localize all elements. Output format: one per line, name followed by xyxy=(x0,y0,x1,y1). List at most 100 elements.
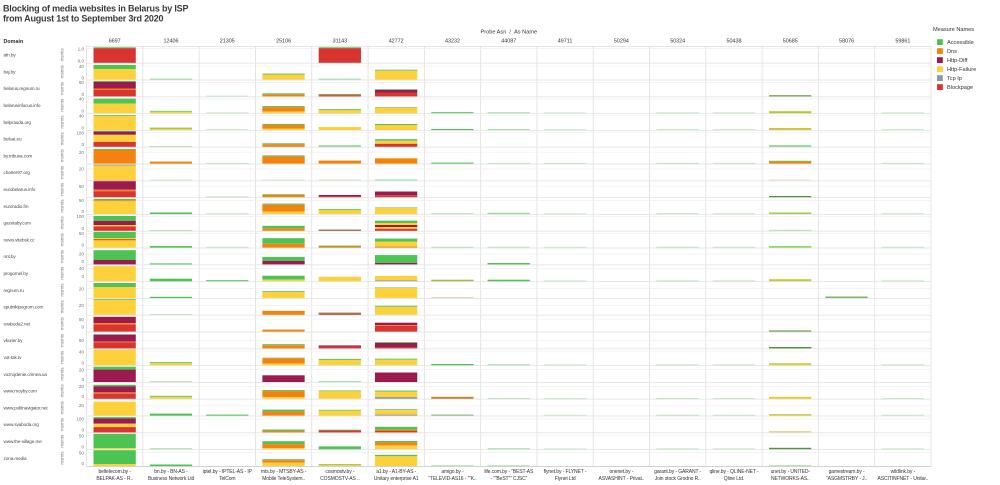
svg-text:BELPAK-AS - R..: BELPAK-AS - R.. xyxy=(96,476,133,482)
svg-text:gamestream.by -: gamestream.by - xyxy=(829,469,865,475)
svg-text:afn.by: afn.by xyxy=(4,53,17,58)
svg-text:50324: 50324 xyxy=(670,39,685,45)
svg-text:- ””BeST”” CJSC”: - ””BeST”” CJSC” xyxy=(490,476,527,482)
svg-text:50: 50 xyxy=(79,198,85,203)
svg-text:www.the-village.me: www.the-village.me xyxy=(4,439,43,444)
svg-text:0: 0 xyxy=(81,92,84,97)
svg-text:bn.by - BN-AS -: bn.by - BN-AS - xyxy=(154,469,188,475)
svg-text:by.tribuna.com: by.tribuna.com xyxy=(4,153,33,158)
svg-text:44087: 44087 xyxy=(501,39,516,45)
svg-text:50: 50 xyxy=(79,338,85,343)
svg-text:msmts: msmts xyxy=(60,367,65,381)
svg-text:100: 100 xyxy=(76,130,84,135)
svg-text:msmts: msmts xyxy=(60,182,65,196)
svg-text:vkurier.by: vkurier.by xyxy=(4,338,24,343)
svg-text:Measure Names: Measure Names xyxy=(933,27,974,33)
svg-text:0: 0 xyxy=(81,76,84,81)
svg-text:Business Network Ltd: Business Network Ltd xyxy=(148,476,195,482)
svg-text:iptel.by - IPTEL-AS - IP: iptel.by - IPTEL-AS - IP xyxy=(203,469,253,475)
svg-text:0: 0 xyxy=(81,428,84,433)
svg-text:ASVASHINT - Privat..: ASVASHINT - Privat.. xyxy=(598,476,644,482)
svg-text:0: 0 xyxy=(81,126,84,131)
svg-text:0: 0 xyxy=(81,226,84,231)
svg-text:0,0: 0,0 xyxy=(78,59,85,64)
svg-text:50: 50 xyxy=(79,231,85,236)
svg-text:TelCom: TelCom xyxy=(219,476,235,482)
svg-text:0: 0 xyxy=(81,243,84,248)
svg-text:progomel.by: progomel.by xyxy=(4,271,29,276)
svg-text:Join stock Grodno R..: Join stock Grodno R.. xyxy=(655,476,701,482)
svg-text:40: 40 xyxy=(79,350,85,355)
svg-text:Unitary enterprise A1: Unitary enterprise A1 xyxy=(374,476,419,482)
svg-text:ont.by: ont.by xyxy=(4,254,17,259)
svg-text:20: 20 xyxy=(79,403,85,408)
svg-text:0: 0 xyxy=(81,259,84,264)
svg-text:40: 40 xyxy=(79,64,85,69)
svg-text:Qline Ltd.: Qline Ltd. xyxy=(724,476,744,482)
svg-text:50: 50 xyxy=(79,80,85,85)
svg-text:40: 40 xyxy=(79,266,85,271)
svg-text:msmts: msmts xyxy=(60,64,65,78)
svg-text:0: 0 xyxy=(81,209,84,214)
svg-text:40: 40 xyxy=(79,97,85,102)
svg-text:gazetaby.com: gazetaby.com xyxy=(4,221,32,226)
svg-text:43232: 43232 xyxy=(445,39,460,45)
svg-text:0: 0 xyxy=(81,142,84,147)
svg-text:50438: 50438 xyxy=(727,39,742,45)
svg-text:25106: 25106 xyxy=(276,39,291,45)
svg-text:msmts: msmts xyxy=(60,98,65,112)
svg-text:20: 20 xyxy=(79,167,85,172)
svg-text:Http-Diff: Http-Diff xyxy=(947,58,968,64)
svg-text:svaboda2.net: svaboda2.net xyxy=(4,321,32,326)
svg-text:msmts: msmts xyxy=(60,232,65,246)
svg-text:0: 0 xyxy=(81,109,84,114)
svg-text:beltelecom.by -: beltelecom.by - xyxy=(98,469,131,475)
svg-text:www.svaboda.org: www.svaboda.org xyxy=(4,422,40,427)
svg-text:flynet.by - FLYNET -: flynet.by - FLYNET - xyxy=(544,469,587,475)
svg-text:COSMOSTV-AS ..: COSMOSTV-AS .. xyxy=(320,476,359,482)
svg-text:“ASGMSTRBY - J..: “ASGMSTRBY - J.. xyxy=(826,476,867,482)
svg-text:charter97.org: charter97.org xyxy=(4,170,31,175)
svg-text:6697: 6697 xyxy=(109,39,121,45)
svg-text:vot-tak.tv: vot-tak.tv xyxy=(4,355,23,360)
svg-text:msmts: msmts xyxy=(60,249,65,263)
svg-text:50: 50 xyxy=(79,450,85,455)
svg-text:0: 0 xyxy=(81,377,84,382)
svg-text:msmts: msmts xyxy=(60,148,65,162)
svg-text:1,0: 1,0 xyxy=(78,46,85,51)
svg-text:Http-Failure: Http-Failure xyxy=(947,67,976,73)
svg-text:Flynet Ltd: Flynet Ltd xyxy=(555,476,576,482)
svg-text:42772: 42772 xyxy=(389,39,404,45)
svg-text:qline.by - QLINE-NET -: qline.by - QLINE-NET - xyxy=(709,469,759,475)
svg-text:Domain: Domain xyxy=(4,39,24,45)
svg-text:msmts: msmts xyxy=(60,316,65,330)
svg-text:from August 1st to September 3: from August 1st to September 3rd 2020 xyxy=(3,13,164,23)
svg-text:msmts: msmts xyxy=(60,333,65,347)
svg-text:20: 20 xyxy=(79,384,85,389)
svg-text:Blockpage: Blockpage xyxy=(947,85,973,91)
svg-text:msmts: msmts xyxy=(60,451,65,465)
svg-text:ASCITINFNET - Unitar..: ASCITINFNET - Unitar.. xyxy=(878,476,929,482)
svg-text:Mobile TeleSystem..: Mobile TeleSystem.. xyxy=(262,476,305,482)
svg-text:0: 0 xyxy=(81,394,84,399)
svg-text:msmts: msmts xyxy=(60,266,65,280)
svg-text:msmts: msmts xyxy=(60,434,65,448)
svg-text:msmts: msmts xyxy=(60,300,65,314)
svg-text:msmts: msmts xyxy=(60,400,65,414)
svg-text:msmts: msmts xyxy=(60,350,65,364)
svg-text:unet.by - UNITED-: unet.by - UNITED- xyxy=(771,469,811,475)
svg-text:20: 20 xyxy=(79,367,85,372)
svg-text:msmts: msmts xyxy=(60,384,65,398)
svg-text:0: 0 xyxy=(81,461,84,466)
svg-text:www.politnavigator.net: www.politnavigator.net xyxy=(4,405,49,410)
svg-text:a1.by - A1-BY-AS -: a1.by - A1-BY-AS - xyxy=(376,469,416,475)
svg-text:msmts: msmts xyxy=(60,417,65,431)
svg-text:Probe Asn / As Name: Probe Asn / As Name xyxy=(481,30,538,36)
svg-text:50: 50 xyxy=(79,317,85,322)
svg-text:news.vitebsk.cc: news.vitebsk.cc xyxy=(4,237,36,242)
svg-text:amigo.by -: amigo.by - xyxy=(441,469,464,475)
svg-text:onenet.by -: onenet.by - xyxy=(609,469,633,475)
svg-text:msmts: msmts xyxy=(60,81,65,95)
svg-text:20: 20 xyxy=(79,150,85,155)
svg-text:Blocking of media websites in: Blocking of media websites in Belarus by… xyxy=(3,4,188,14)
